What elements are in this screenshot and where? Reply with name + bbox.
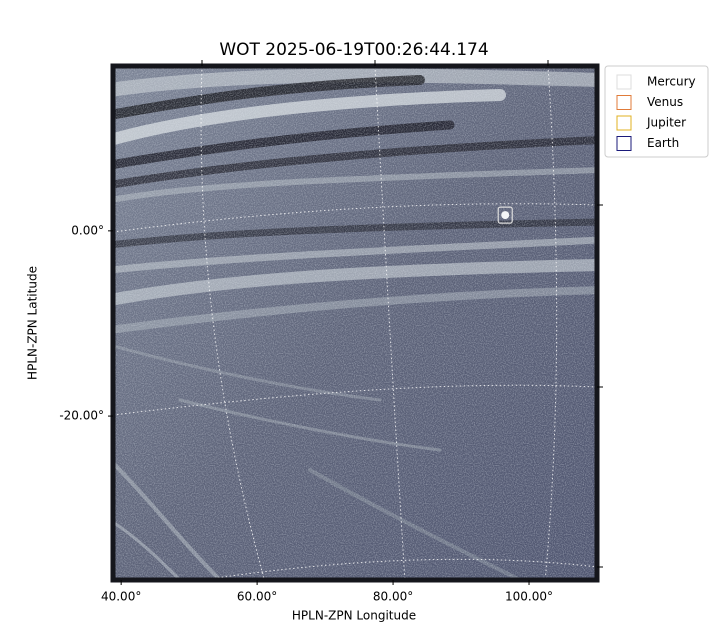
- legend-swatch: [616, 74, 632, 90]
- legend-swatch: [616, 136, 632, 151]
- planet-marker: [497, 206, 513, 224]
- y-tick-label: 0.00°: [71, 223, 104, 237]
- axis-ticks: [201, 60, 603, 568]
- y-tick-label: -20.00°: [59, 409, 104, 423]
- plot-frame: [110, 63, 600, 583]
- legend-label: Mercury: [647, 75, 696, 89]
- x-axis-label: HPLN-ZPN Longitude: [292, 609, 416, 623]
- chart-title: WOT 2025-06-19T00:26:44.174: [219, 40, 488, 60]
- y-axis-label: HPLN-ZPN Latitude: [26, 266, 40, 380]
- image: [113, 66, 597, 580]
- x-tick-label: 60.00°: [237, 590, 277, 604]
- legend-label: Venus: [647, 95, 683, 109]
- x-tick-label: 100.00°: [505, 590, 553, 604]
- x-tick-label: 40.00°: [101, 590, 141, 604]
- planet: [501, 211, 510, 220]
- legend-label: Earth: [647, 136, 679, 150]
- legend-label: Jupiter: [646, 116, 686, 130]
- legend-swatch: [616, 95, 632, 110]
- legend-swatch: [616, 115, 632, 131]
- x-tick-label: 80.00°: [373, 590, 413, 604]
